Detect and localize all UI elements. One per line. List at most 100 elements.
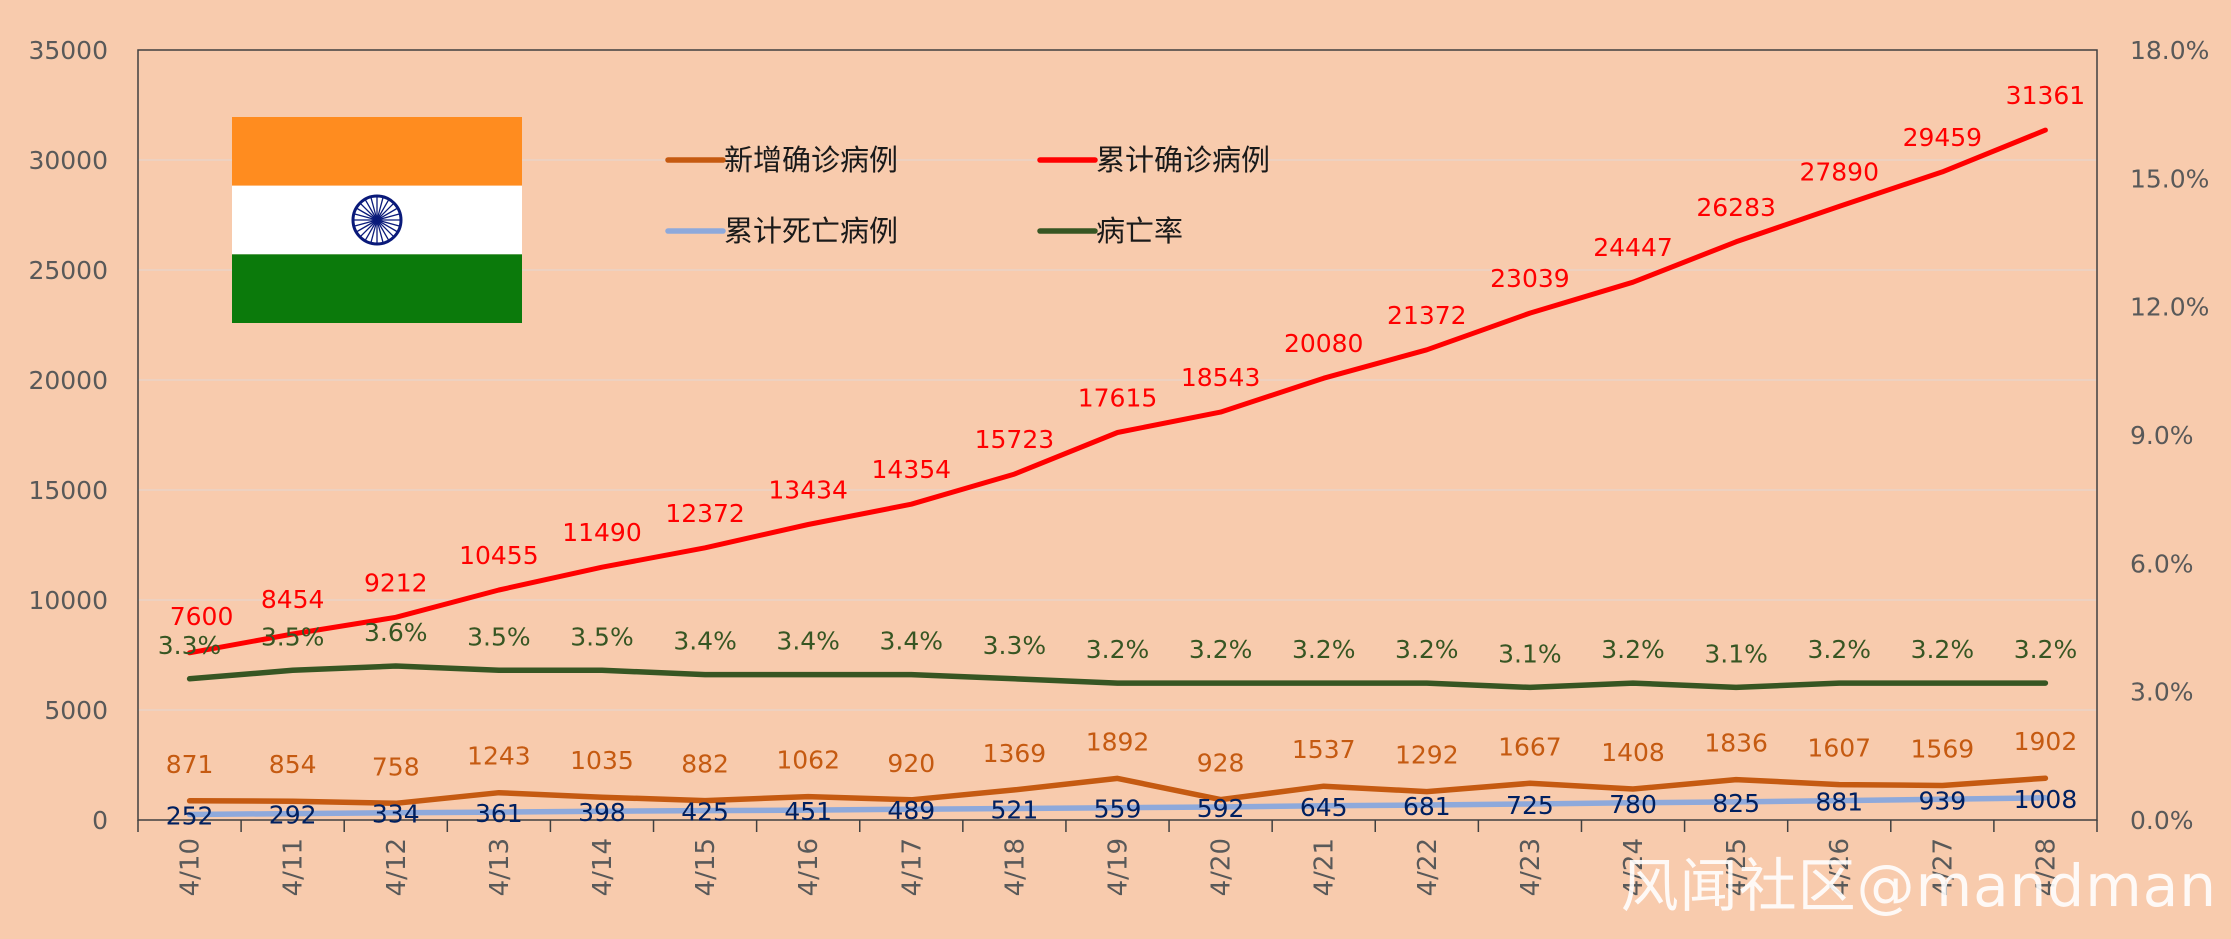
y-right-tick-label: 3.0%	[2130, 678, 2194, 707]
data-label: 3.4%	[673, 627, 737, 656]
data-label: 1062	[776, 746, 840, 775]
data-label: 3.4%	[776, 627, 840, 656]
y-left-tick-label: 30000	[28, 146, 108, 175]
data-label: 3.5%	[261, 622, 325, 651]
data-label: 24447	[1593, 233, 1673, 262]
data-label: 13434	[768, 475, 848, 504]
data-label: 292	[269, 801, 317, 830]
data-label: 11490	[562, 518, 642, 547]
data-label: 1537	[1292, 735, 1356, 764]
data-label: 681	[1403, 792, 1451, 821]
data-label: 881	[1815, 788, 1863, 817]
data-label: 10455	[459, 541, 539, 570]
y-left-tick-label: 15000	[28, 476, 108, 505]
x-tick-label: 4/13	[485, 838, 515, 896]
data-label: 1667	[1498, 732, 1562, 761]
data-label: 3.2%	[1807, 635, 1871, 664]
data-label: 1902	[2014, 727, 2078, 756]
data-label: 3.5%	[570, 622, 634, 651]
data-label: 882	[681, 750, 729, 779]
data-label: 645	[1300, 793, 1348, 822]
flag-band-saffron	[232, 117, 522, 186]
data-label: 7600	[170, 602, 234, 631]
x-tick-label: 4/23	[1516, 838, 1546, 896]
data-label: 21372	[1387, 301, 1467, 330]
data-label: 1892	[1086, 727, 1150, 756]
x-tick-label: 4/16	[794, 838, 824, 896]
y-left-tick-label: 0	[92, 806, 108, 835]
data-label: 1408	[1601, 738, 1665, 767]
data-label: 1035	[570, 746, 634, 775]
data-label: 8454	[261, 585, 325, 614]
data-label: 559	[1094, 795, 1142, 824]
data-label: 18543	[1181, 363, 1261, 392]
x-tick-label: 4/14	[588, 838, 618, 896]
data-label: 854	[269, 750, 317, 779]
watermark: 风闻社区@mandman	[1621, 839, 2217, 923]
y-right-tick-label: 9.0%	[2130, 421, 2194, 450]
data-label: 3.2%	[1601, 635, 1665, 664]
x-tick-label: 4/10	[176, 838, 206, 896]
data-label: 31361	[2006, 81, 2086, 110]
data-label: 3.4%	[880, 627, 944, 656]
data-label: 23039	[1490, 264, 1570, 293]
data-label: 9212	[364, 568, 428, 597]
x-tick-label: 4/12	[382, 838, 412, 896]
data-label: 3.3%	[158, 631, 222, 660]
data-label: 3.2%	[1911, 635, 1975, 664]
data-label: 592	[1197, 794, 1245, 823]
data-label: 3.1%	[1704, 639, 1768, 668]
x-tick-label: 4/21	[1310, 838, 1340, 896]
data-label: 451	[784, 797, 832, 826]
legend-label: 新增确诊病例	[724, 143, 898, 177]
data-label: 17615	[1078, 383, 1158, 412]
data-label: 521	[991, 796, 1039, 825]
y-right-tick-label: 6.0%	[2130, 549, 2194, 578]
y-right-tick-label: 15.0%	[2130, 164, 2209, 193]
data-label: 1569	[1911, 734, 1975, 763]
data-label: 939	[1918, 786, 1966, 815]
data-label: 15723	[975, 425, 1055, 454]
x-tick-label: 4/18	[1000, 838, 1030, 896]
data-label: 3.2%	[1395, 635, 1459, 664]
data-label: 780	[1609, 790, 1657, 819]
y-right-tick-label: 0.0%	[2130, 806, 2194, 835]
y-left-tick-label: 10000	[28, 586, 108, 615]
data-label: 334	[372, 800, 420, 829]
data-label: 3.2%	[1086, 635, 1150, 664]
data-label: 425	[681, 798, 729, 827]
data-label: 252	[166, 801, 214, 830]
data-label: 871	[166, 750, 214, 779]
data-label: 928	[1197, 749, 1245, 778]
data-label: 1369	[983, 739, 1047, 768]
legend-label: 累计确诊病例	[1096, 143, 1270, 177]
data-label: 361	[475, 799, 523, 828]
series-line	[190, 666, 2046, 687]
flag-band-green	[232, 254, 522, 323]
x-tick-label: 4/11	[279, 838, 309, 896]
y-right-tick-label: 12.0%	[2130, 293, 2209, 322]
x-tick-label: 4/15	[691, 838, 721, 896]
data-label: 725	[1506, 791, 1554, 820]
legend-label: 累计死亡病例	[724, 214, 898, 248]
data-label: 1836	[1704, 729, 1768, 758]
data-label: 1243	[467, 742, 531, 771]
data-label: 3.2%	[1189, 635, 1253, 664]
data-label: 1292	[1395, 741, 1459, 770]
data-label: 29459	[1903, 123, 1983, 152]
x-tick-label: 4/22	[1413, 838, 1443, 896]
data-label: 26283	[1696, 193, 1776, 222]
data-label: 1607	[1807, 734, 1871, 763]
x-tick-label: 4/20	[1207, 838, 1237, 896]
data-label: 3.6%	[364, 618, 428, 647]
data-label: 3.1%	[1498, 639, 1562, 668]
data-label: 398	[578, 798, 626, 827]
y-left-tick-label: 5000	[44, 696, 108, 725]
data-label: 3.2%	[2014, 635, 2078, 664]
y-right-tick-label: 18.0%	[2130, 36, 2209, 65]
data-label: 758	[372, 752, 420, 781]
data-label: 489	[887, 796, 935, 825]
data-label: 12372	[665, 499, 745, 528]
